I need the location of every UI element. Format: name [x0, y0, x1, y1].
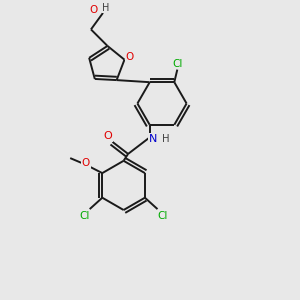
Text: O: O — [82, 158, 90, 168]
Text: Cl: Cl — [172, 58, 182, 69]
Text: Cl: Cl — [79, 211, 89, 221]
Text: H: H — [102, 2, 110, 13]
Text: O: O — [126, 52, 134, 62]
Text: H: H — [163, 134, 170, 144]
Text: Cl: Cl — [158, 211, 168, 221]
Text: N: N — [149, 134, 158, 144]
Text: O: O — [90, 5, 98, 15]
Text: O: O — [103, 131, 112, 141]
